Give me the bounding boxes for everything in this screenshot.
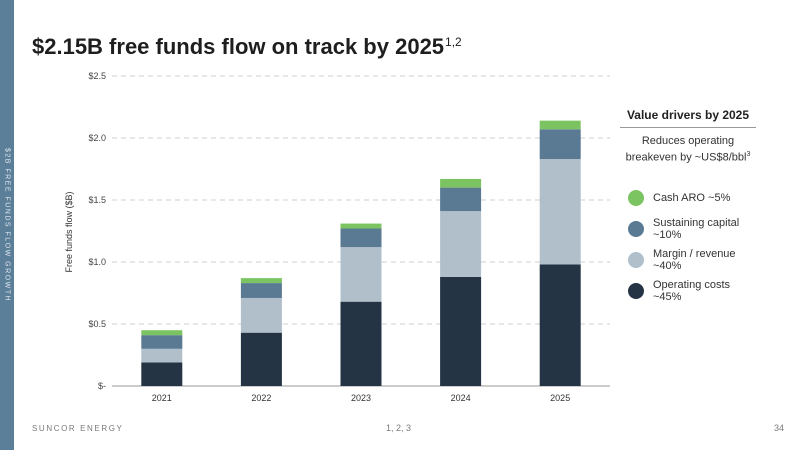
stacked-bar-chart: $-$0.5$1.0$1.5$2.0$2.5 2021 2022 2023 2024 2…: [64, 71, 610, 403]
y-tick-label: $1.0: [88, 257, 106, 267]
value-drivers-legend: Value drivers by 2025 Reduces operating …: [620, 108, 756, 307]
bar-segment: [539, 120, 581, 130]
bar-segment: [539, 264, 581, 386]
y-tick-label: $2.5: [88, 71, 106, 81]
bar-segment: [141, 362, 183, 386]
bar-segment: [440, 276, 482, 386]
bar-segment: [539, 129, 581, 160]
bar-segment: [141, 348, 183, 363]
legend-swatch: [628, 190, 644, 207]
legend-title: Value drivers by 2025: [620, 108, 756, 128]
bar-segment: [440, 187, 482, 212]
legend-swatch: [628, 283, 644, 300]
legend-subtitle-text: Reduces operating breakeven by ~US$8/bbl: [625, 135, 747, 164]
legend-item-label: Margin / revenue ~40%: [653, 248, 736, 273]
page-number: 34: [773, 423, 784, 433]
legend-subtitle: Reduces operating breakeven by ~US$8/bbl…: [620, 134, 756, 165]
y-tick-label: $2.0: [88, 133, 106, 143]
bar-segment: [340, 228, 382, 248]
x-axis-ticks: 2021 2022 2023 2024 2025: [152, 393, 570, 403]
page-title-text: $2.15B free funds flow on track by 2025: [32, 34, 445, 59]
bar-segment: [539, 159, 581, 265]
y-tick-label: $-: [98, 381, 106, 391]
side-band: [0, 0, 14, 450]
bar-segment: [141, 335, 183, 349]
y-tick-label: $1.5: [88, 195, 106, 205]
legend-swatch: [628, 252, 644, 269]
x-tick-label: 2023: [351, 393, 371, 403]
bar-segment: [340, 301, 382, 386]
legend-swatch: [628, 221, 644, 238]
legend-item-margin-revenue: Margin / revenue ~40%: [628, 245, 756, 276]
y-axis-ticks: $- $0.5 $1.0 $1.5 $2.0 $2.5: [88, 71, 106, 391]
legend-item-sustaining-capital: Sustaining capital ~10%: [628, 214, 756, 245]
bar-segment: [340, 223, 382, 229]
legend-item-label: Operating costs ~45%: [653, 279, 731, 304]
x-tick-label: 2021: [152, 393, 172, 403]
side-label: $2B FREE FUNDS FLOW GROWTH: [0, 0, 14, 450]
footer-company: SUNCOR ENERGY: [32, 424, 124, 433]
footer-notes: 1, 2, 3: [386, 423, 412, 433]
bar-segment: [440, 211, 482, 277]
legend-item-label: Cash ARO ~5%: [653, 192, 731, 205]
side-label-text: $2B FREE FUNDS FLOW GROWTH: [3, 147, 11, 303]
bar-segment: [440, 178, 482, 188]
title-footnote: 1,2: [445, 34, 462, 49]
bars: [141, 120, 581, 386]
x-tick-label: 2025: [550, 393, 570, 403]
bar-segment: [240, 297, 282, 333]
legend-subtitle-footnote: 3: [746, 151, 751, 158]
bar-segment: [240, 278, 282, 284]
x-tick-label: 2024: [451, 393, 471, 403]
bar-segment: [340, 247, 382, 302]
legend-item-cash-aro: Cash ARO ~5%: [628, 183, 756, 214]
legend-items: Cash ARO ~5% Sustaining capital ~10% Mar…: [620, 183, 756, 307]
legend-item-label: Sustaining capital ~10%: [653, 217, 740, 242]
x-tick-label: 2022: [251, 393, 271, 403]
page-title: $2.15B free funds flow on track by 20251…: [32, 34, 462, 60]
bar-segment: [240, 332, 282, 386]
bar-segment: [141, 330, 183, 336]
bar-segment: [240, 283, 282, 298]
y-axis-label: Free funds flow ($B): [64, 191, 74, 272]
y-tick-label: $0.5: [88, 319, 106, 329]
legend-item-operating-costs: Operating costs ~45%: [628, 276, 756, 307]
